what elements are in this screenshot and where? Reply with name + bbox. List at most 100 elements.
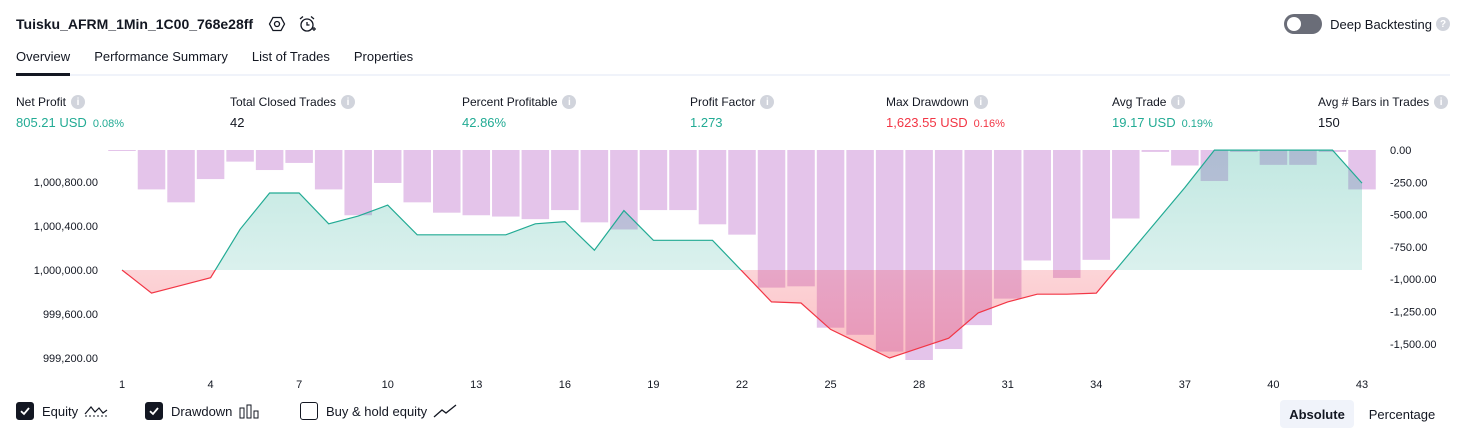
legend-buy-hold[interactable]: Buy & hold equity (300, 402, 457, 420)
info-icon[interactable]: i (1171, 95, 1186, 109)
drawdown-bars-icon (238, 403, 260, 419)
drawdown-bar (1053, 150, 1081, 278)
equity-area-negative (122, 270, 1362, 358)
x-axis-tick: 13 (470, 379, 482, 391)
metric-value: 805.21 USD (16, 115, 87, 130)
metric-percent: 0.08% (92, 118, 125, 130)
equity-area (121, 149, 1363, 359)
metric-value: 150 (1318, 115, 1340, 130)
right-axis-tick: -1,500.00 (1390, 339, 1436, 351)
tab-list-of-trades[interactable]: List of Trades (251, 49, 330, 64)
percentage-button[interactable]: Percentage (1368, 406, 1436, 422)
drawdown-bar (1023, 150, 1051, 261)
drawdown-bar (669, 150, 697, 211)
metric-value: 1.273 (690, 115, 723, 130)
drawdown-checkbox[interactable] (145, 402, 163, 420)
left-axis-tick: 1,000,000.00 (34, 265, 98, 277)
metric-profit-factor: Profit Factor i 1.273 (690, 94, 775, 130)
info-icon[interactable]: i (1434, 95, 1449, 109)
tab-performance-summary[interactable]: Performance Summary (94, 49, 228, 64)
tab-overview[interactable]: Overview (16, 44, 71, 76)
trend-line-icon (433, 403, 457, 419)
drawdown-bar (787, 150, 815, 287)
drawdown-bar (728, 150, 756, 235)
x-axis-tick: 1 (119, 379, 125, 391)
metric-percent: 0.19% (1181, 118, 1213, 130)
metric-value: 42 (230, 115, 245, 130)
metric-avg-bars: Avg # Bars in Trades i 150 (1318, 94, 1449, 130)
x-axis-tick: 25 (824, 379, 836, 391)
equity-line-negative (121, 270, 1117, 359)
drawdown-bar (698, 150, 727, 225)
legend-equity[interactable]: Equity (16, 402, 108, 420)
drawdown-bar (285, 150, 313, 163)
right-axis-tick: -750.00 (1390, 242, 1427, 254)
right-axis-tick: -1,000.00 (1390, 274, 1436, 286)
info-icon[interactable]: i (760, 95, 775, 109)
metric-net-profit: Net Profit i 805.21 USD 0.08% (16, 94, 124, 130)
drawdown-bar (757, 150, 786, 288)
metric-label: Total Closed Trades (230, 95, 337, 109)
drawdown-bar (373, 150, 402, 183)
metric-value: 42.86% (462, 115, 507, 130)
tab-bar: Overview Performance Summary List of Tra… (16, 44, 1450, 76)
drawdown-bar (255, 150, 284, 171)
equity-line-positive (122, 149, 1363, 270)
metric-total-closed-trades: Total Closed Trades i 42 (230, 94, 356, 130)
metric-label: Max Drawdown (886, 95, 969, 109)
drawdown-bar (403, 150, 431, 203)
metric-value: 1,623.55 USD (886, 115, 968, 130)
info-icon[interactable]: i (562, 95, 577, 109)
drawdown-bar (492, 150, 520, 217)
equity-drawdown-chart[interactable]: 1,000,800.00 1,000,400.00 1,000,000.00 999,… (0, 140, 1466, 392)
alarm-clock-icon[interactable] (295, 12, 319, 36)
left-axis-tick: 1,000,800.00 (34, 177, 98, 189)
metric-label: Percent Profitable (462, 95, 558, 109)
metric-avg-trade: Avg Trade i 19.17 USD 0.19% (1112, 94, 1213, 130)
drawdown-bar (226, 150, 254, 162)
right-axis-tick: 0.00 (1390, 145, 1411, 157)
drawdown-bar (639, 150, 668, 211)
x-axis: 1 4 7 10 13 16 19 22 25 28 31 34 37 40 43 (119, 379, 1368, 391)
equity-label: Equity (42, 403, 79, 419)
equity-line-icon (84, 403, 108, 419)
info-icon[interactable]: i (973, 95, 988, 109)
tab-properties[interactable]: Properties (353, 49, 414, 64)
drawdown-bar (196, 150, 225, 180)
left-axis-tick: 1,000,400.00 (34, 221, 98, 233)
metric-label: Avg Trade (1112, 95, 1167, 109)
drawdown-bar (137, 150, 166, 190)
deep-backtesting-label: Deep Backtesting (1330, 16, 1432, 32)
buy-hold-label: Buy & hold equity (326, 403, 428, 419)
right-axis: 0.00 -250.00 -500.00 -750.00 -1,000.00 -1,250… (1390, 145, 1436, 351)
x-axis-tick: 7 (296, 379, 302, 391)
left-axis-tick: 999,200.00 (43, 353, 98, 365)
settings-icon[interactable] (265, 12, 289, 36)
x-axis-tick: 4 (208, 379, 214, 391)
help-icon[interactable]: ? (1436, 17, 1450, 31)
right-axis-tick: -250.00 (1390, 177, 1427, 189)
info-icon[interactable]: i (71, 95, 86, 109)
x-axis-tick: 22 (736, 379, 748, 391)
x-axis-tick: 28 (913, 379, 925, 391)
x-axis-tick: 16 (559, 379, 571, 391)
deep-backtesting: Deep Backtesting ? (1284, 12, 1450, 36)
metric-label: Net Profit (16, 95, 67, 109)
info-icon[interactable]: i (341, 95, 356, 109)
deep-backtesting-toggle[interactable] (1284, 14, 1323, 34)
right-axis-tick: -1,250.00 (1390, 307, 1436, 319)
left-axis: 1,000,800.00 1,000,400.00 1,000,000.00 999,… (34, 177, 98, 365)
drawdown-bar (1171, 150, 1199, 166)
metric-percent-profitable: Percent Profitable i 42.86% (462, 94, 577, 130)
buy-hold-checkbox[interactable] (300, 402, 318, 420)
equity-checkbox[interactable] (16, 402, 34, 420)
drawdown-bar (1112, 150, 1140, 219)
x-axis-tick: 10 (382, 379, 394, 391)
drawdown-bar (1082, 150, 1111, 260)
legend-drawdown[interactable]: Drawdown (145, 402, 260, 420)
x-axis-tick: 37 (1179, 379, 1191, 391)
metric-label: Profit Factor (690, 95, 756, 109)
metric-value: 19.17 USD (1112, 115, 1176, 130)
absolute-button[interactable]: Absolute (1280, 400, 1354, 428)
metric-label: Avg # Bars in Trades (1318, 95, 1430, 109)
